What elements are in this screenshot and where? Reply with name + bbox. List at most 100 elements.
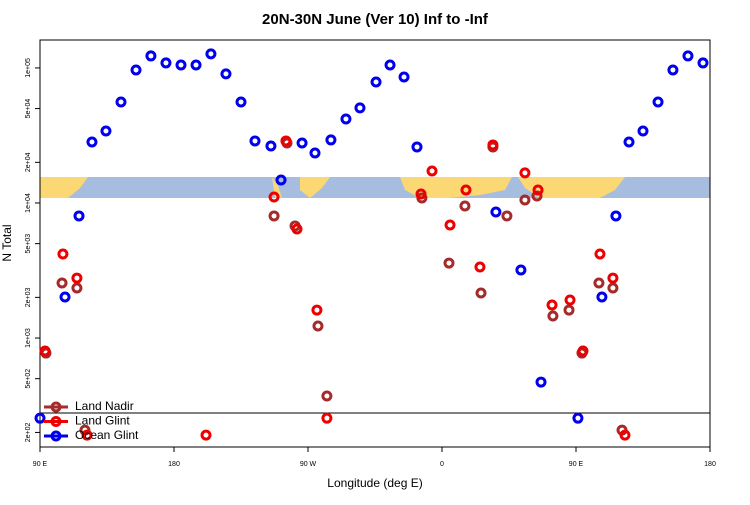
point [175, 59, 187, 71]
point [321, 412, 333, 424]
point [596, 291, 608, 303]
legend-marker [50, 430, 62, 442]
point [280, 135, 292, 147]
point [200, 429, 212, 441]
point [610, 210, 622, 222]
point [115, 96, 127, 108]
point [515, 264, 527, 276]
chart-title: 20N-30N June (Ver 10) Inf to -Inf [262, 11, 489, 28]
point [459, 200, 471, 212]
x-tick-label: 180 [704, 461, 716, 468]
point [71, 272, 83, 284]
point [475, 287, 487, 299]
point [130, 64, 142, 76]
point [312, 320, 324, 332]
plot-frame [39, 39, 711, 448]
legend-marker [50, 401, 62, 413]
point [81, 429, 93, 441]
point [275, 174, 287, 186]
point [607, 272, 619, 284]
x-tick-label: 90 W [300, 461, 317, 468]
point [531, 190, 543, 202]
point [311, 304, 323, 316]
point [398, 71, 410, 83]
point [697, 57, 709, 69]
point [309, 147, 321, 159]
point [249, 135, 261, 147]
point [291, 223, 303, 235]
point [384, 59, 396, 71]
point [519, 194, 531, 206]
point [59, 291, 71, 303]
point [73, 210, 85, 222]
point [546, 299, 558, 311]
point [415, 188, 427, 200]
legend-label: Ocean Glint [75, 428, 139, 442]
point [268, 191, 280, 203]
point [443, 257, 455, 269]
x-tick-label: 90 E [33, 461, 48, 468]
point [325, 134, 337, 146]
point [205, 48, 217, 60]
legend-marker [50, 416, 62, 427]
point [594, 248, 606, 260]
point [532, 184, 544, 196]
y-tick-label: 5e+04 [25, 99, 32, 119]
point [535, 376, 547, 388]
point [235, 96, 247, 108]
point [86, 136, 98, 148]
y-tick-label: 2e+04 [25, 152, 32, 172]
point [34, 412, 46, 424]
point [296, 137, 308, 149]
point [444, 219, 456, 231]
point [619, 429, 631, 441]
y-tick-label: 1e+04 [25, 193, 32, 213]
y-tick-label: 5e+03 [25, 234, 32, 254]
point [39, 345, 51, 357]
point [667, 64, 679, 76]
point [460, 184, 472, 196]
point [370, 76, 382, 88]
point [607, 282, 619, 294]
point [501, 210, 513, 222]
point [563, 304, 575, 316]
point [487, 139, 499, 151]
point [100, 125, 112, 137]
point [145, 50, 157, 62]
point [623, 136, 635, 148]
x-tick-label: 90 E [569, 461, 584, 468]
point [572, 412, 584, 424]
point [354, 102, 366, 114]
point [160, 57, 172, 69]
legend-label: Land Nadir [75, 399, 134, 413]
point [474, 261, 486, 273]
point [682, 50, 694, 62]
y-tick-label: 2e+03 [25, 287, 32, 307]
point [56, 277, 68, 289]
point [490, 206, 502, 218]
x-axis-label: Longitude (deg E) [327, 476, 422, 490]
y-axis-label: N Total [0, 224, 14, 261]
point [652, 96, 664, 108]
point [321, 390, 333, 402]
point [57, 248, 69, 260]
y-tick-label: 5e+02 [25, 369, 32, 389]
point [593, 277, 605, 289]
y-tick-label: 2e+02 [25, 422, 32, 442]
x-tick-label: 180 [168, 461, 180, 468]
point [265, 140, 277, 152]
point [190, 59, 202, 71]
point [547, 310, 559, 322]
point [426, 165, 438, 177]
point [519, 167, 531, 179]
point [340, 113, 352, 125]
point [577, 345, 589, 357]
point [71, 282, 83, 294]
point [268, 210, 280, 222]
legend-label: Land Glint [75, 414, 130, 428]
y-tick-label: 1e+03 [25, 328, 32, 348]
point [220, 68, 232, 80]
point [564, 294, 576, 306]
map-strip [40, 177, 710, 198]
